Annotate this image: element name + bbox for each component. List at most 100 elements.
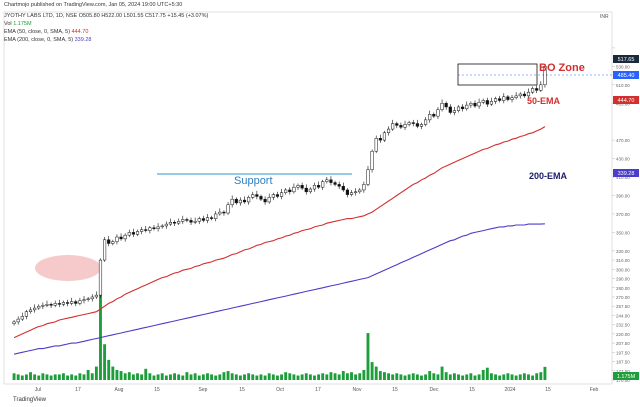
ema200-legend-label: EMA (200, close, 0, SMA, 5) [4, 37, 74, 43]
candle-body [358, 189, 362, 193]
volume-bar [485, 367, 489, 380]
volume-bar [465, 374, 469, 380]
candle-body [374, 138, 378, 152]
volume-bar [469, 373, 473, 380]
candle-body [263, 198, 267, 203]
volume-bar [230, 373, 234, 380]
volume-bar [29, 372, 32, 380]
candle-body [259, 196, 263, 200]
volume-bar [86, 369, 90, 380]
y-tick-label: 290.00 [616, 277, 630, 282]
candle-body [242, 199, 247, 203]
close-tag: 517.65 [618, 57, 635, 63]
candle-body [312, 185, 317, 190]
volume-bar [201, 374, 205, 380]
candle-body [205, 217, 210, 221]
candle-body [395, 123, 399, 126]
candle-body [275, 194, 280, 197]
volume-bar [345, 373, 349, 380]
volume-bar [374, 366, 378, 380]
publisher-line: Chartmojo published on TradingView.com, … [4, 2, 183, 8]
volume-bar [152, 375, 156, 380]
candle-body [440, 103, 444, 110]
ema-lines [13, 126, 546, 355]
volume-bar [424, 374, 428, 380]
line-tag: 485.40 [618, 73, 635, 79]
candle-body [386, 128, 391, 134]
ema200-line [13, 223, 545, 355]
candle-body [506, 96, 510, 100]
candle-body [247, 197, 251, 203]
candle-body [518, 93, 522, 97]
volume-bar [210, 374, 214, 380]
volume-bar [329, 372, 333, 380]
candle-body [152, 227, 156, 229]
volume-bar [531, 375, 535, 380]
volume-bar [494, 374, 497, 380]
volume-bar [477, 374, 481, 380]
volume-bar [62, 373, 65, 380]
ema200-tag: 339.28 [618, 171, 635, 177]
candle-body [522, 93, 526, 97]
volume-bar [74, 375, 78, 380]
y-tick-label: 430.00 [616, 157, 630, 162]
candle-body [399, 125, 403, 128]
volume-bar [20, 375, 24, 380]
ema200-legend-value: 339.28 [74, 37, 92, 43]
candle-body [304, 187, 308, 193]
candle-body [148, 227, 152, 231]
candles [12, 64, 547, 326]
y-tick-label: 244.00 [616, 313, 630, 318]
volume-bar [300, 374, 304, 380]
volume-bar [131, 374, 135, 380]
volume-bar [111, 366, 115, 380]
candle-body [502, 96, 506, 101]
volume-bar [140, 374, 144, 380]
volume-bar [66, 375, 69, 380]
candle-body [57, 303, 61, 305]
candle-body [107, 239, 111, 244]
y-tick-label: 350.00 [616, 230, 630, 235]
x-tick-label: 2024 [504, 387, 515, 393]
volume-bar [238, 375, 242, 380]
volume-bar [539, 372, 543, 380]
candle-body [407, 122, 411, 125]
volume-bar [115, 369, 119, 380]
symbol-line: JYOTHY LABS LTD, 1D, NSE O505.80 H522.00… [4, 13, 208, 19]
volume-bar [12, 373, 16, 380]
y-tick-label: 197.50 [616, 350, 630, 355]
candle-body [403, 124, 407, 128]
volume-bar [185, 372, 189, 380]
candle-body [469, 103, 473, 106]
volume-bar [432, 373, 436, 380]
candle-body [526, 91, 531, 97]
candle-body [168, 222, 173, 225]
candle-body [53, 303, 57, 306]
x-tick-label: Jul [35, 387, 41, 393]
volume-bar [378, 371, 382, 380]
ema50-legend-label: EMA (50, close, 0, SMA, 5) [4, 29, 71, 35]
y-tick-label: 310.00 [616, 258, 630, 263]
volume-bar [222, 372, 226, 380]
axes: 170.00 177.50 187.50 197.50 207.50 220.00 232.… [35, 47, 630, 393]
candle-body [391, 123, 395, 130]
y-tick-label: 370.00 [616, 212, 630, 217]
candle-body [284, 189, 288, 193]
ema50-legend-value: 444.70 [71, 29, 89, 35]
ohlc-values: O505.80 H522.00 L501.55 C517.75 +15.45 (… [78, 13, 209, 19]
candle-body [543, 66, 547, 86]
x-tick-label: Oct [276, 387, 284, 393]
y-tick-label: 330.00 [616, 249, 630, 254]
candle-body [432, 114, 436, 117]
candle-body [16, 318, 20, 323]
volume-bar [518, 374, 522, 380]
candle-body [325, 179, 329, 182]
candle-body [498, 98, 502, 101]
x-tick-label: 15 [392, 387, 398, 393]
volume-bar [522, 373, 526, 380]
ema50-label: 50-EMA [527, 96, 561, 106]
volume-bar [341, 371, 345, 380]
volume-bar [218, 374, 222, 380]
x-tick-label: Nov [353, 387, 362, 393]
volume-bar [160, 373, 164, 380]
